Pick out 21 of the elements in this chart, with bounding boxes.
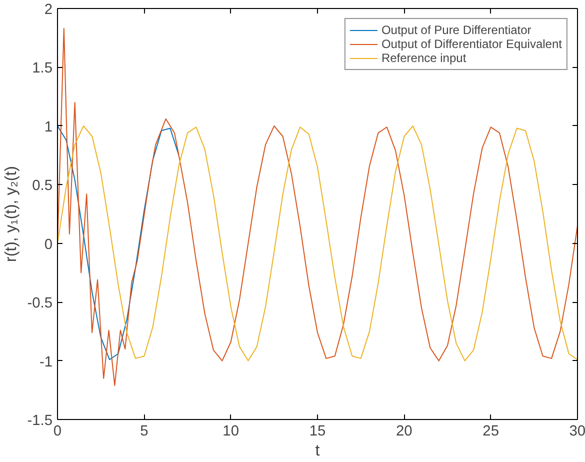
line-series bbox=[58, 125, 578, 362]
x-tick-label: 30 bbox=[569, 424, 585, 440]
legend-label: Output of Differentiator Equivalent bbox=[381, 37, 562, 51]
y-axis-title: r(t), y₁(t), y₂(t) bbox=[3, 166, 20, 262]
y-tick-label: -0.5 bbox=[27, 296, 53, 312]
x-axis-title: t bbox=[315, 442, 320, 460]
y-tick-label: 1 bbox=[44, 119, 53, 136]
y-tick-label: -1 bbox=[39, 354, 53, 370]
line-series bbox=[58, 125, 180, 360]
y-tick-label: 0.5 bbox=[32, 178, 52, 194]
x-tick-label: 15 bbox=[309, 424, 326, 440]
y-tick-label: 0 bbox=[44, 236, 53, 253]
x-tick-label: 20 bbox=[396, 424, 412, 440]
legend-label: Output of Pure Differentiator bbox=[381, 23, 532, 37]
y-tick-label: 2 bbox=[44, 2, 53, 18]
y-tick-label: -1.5 bbox=[27, 413, 53, 429]
y-tick-label: 1.5 bbox=[32, 60, 52, 77]
x-tick-label: 5 bbox=[140, 424, 148, 440]
x-tick-label: 10 bbox=[222, 424, 239, 440]
x-tick-label: 25 bbox=[482, 424, 499, 440]
legend-label: Reference input bbox=[381, 51, 466, 65]
